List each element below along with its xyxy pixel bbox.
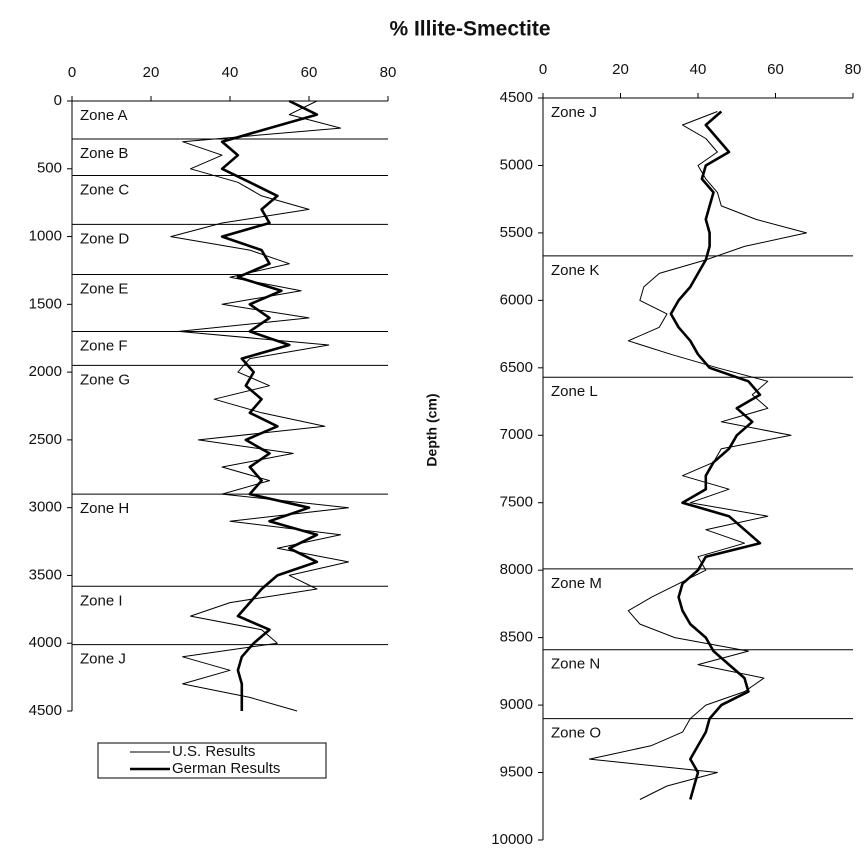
y-tick-label: 6500 bbox=[500, 359, 533, 376]
x-tick-label: 20 bbox=[143, 64, 160, 81]
zone-label: Zone L bbox=[551, 383, 598, 400]
legend-box bbox=[97, 742, 327, 779]
y-tick-label: 6000 bbox=[500, 291, 533, 308]
zone-label: Zone D bbox=[80, 230, 129, 247]
zone-label: Zone E bbox=[80, 280, 128, 297]
y-tick-label: 1000 bbox=[29, 228, 62, 245]
y-tick-label: 3500 bbox=[29, 566, 62, 583]
chart-title: % Illite-Smectite bbox=[389, 18, 550, 41]
y-tick-label: 1500 bbox=[29, 295, 62, 312]
zone-label: Zone N bbox=[551, 656, 600, 673]
y-tick-label: 4500 bbox=[29, 702, 62, 719]
zone-label: Zone J bbox=[551, 104, 597, 121]
y-tick-label: 500 bbox=[37, 160, 62, 177]
x-tick-label: 0 bbox=[539, 61, 547, 78]
y-tick-label: 4500 bbox=[500, 89, 533, 106]
zone-label: Zone A bbox=[80, 107, 128, 124]
zone-label: Zone O bbox=[551, 725, 601, 742]
x-tick-label: 0 bbox=[68, 64, 76, 81]
x-tick-label: 20 bbox=[612, 61, 629, 78]
y-tick-label: 3000 bbox=[29, 499, 62, 516]
y-tick-label: 4000 bbox=[29, 634, 62, 651]
series-line bbox=[589, 111, 807, 800]
y-tick-label: 5500 bbox=[500, 224, 533, 241]
y-tick-label: 7500 bbox=[500, 494, 533, 511]
y-tick-label: 9500 bbox=[500, 764, 533, 781]
zone-label: Zone K bbox=[551, 262, 599, 279]
zone-label: Zone F bbox=[80, 337, 128, 354]
zone-label: Zone G bbox=[80, 371, 130, 388]
y-tick-label: 8000 bbox=[500, 561, 533, 578]
series-line bbox=[220, 99, 319, 711]
x-tick-label: 80 bbox=[845, 61, 862, 78]
y-tick-label: 0 bbox=[54, 92, 62, 109]
zone-label: Zone B bbox=[80, 145, 128, 162]
x-tick-label: 60 bbox=[301, 64, 318, 81]
series-line bbox=[170, 100, 349, 712]
zone-label: Zone H bbox=[80, 500, 129, 517]
x-tick-label: 80 bbox=[380, 64, 397, 81]
zone-label: Zone J bbox=[80, 651, 126, 668]
y-tick-label: 2500 bbox=[29, 431, 62, 448]
y-axis-label: Depth (cm) bbox=[424, 393, 440, 466]
zone-label: Zone M bbox=[551, 575, 602, 592]
zone-label: Zone I bbox=[80, 592, 123, 609]
y-tick-label: 2000 bbox=[29, 363, 62, 380]
series-line bbox=[669, 110, 762, 800]
y-tick-label: 9000 bbox=[500, 696, 533, 713]
legend-label: German Results bbox=[172, 760, 280, 777]
legend-label: U.S. Results bbox=[172, 743, 255, 760]
y-tick-label: 7000 bbox=[500, 426, 533, 443]
zone-label: Zone C bbox=[80, 182, 129, 199]
y-tick-label: 5000 bbox=[500, 156, 533, 173]
x-tick-label: 60 bbox=[767, 61, 784, 78]
y-tick-label: 8500 bbox=[500, 629, 533, 646]
x-tick-label: 40 bbox=[690, 61, 707, 78]
x-tick-label: 40 bbox=[222, 64, 239, 81]
y-tick-label: 10000 bbox=[491, 831, 533, 844]
